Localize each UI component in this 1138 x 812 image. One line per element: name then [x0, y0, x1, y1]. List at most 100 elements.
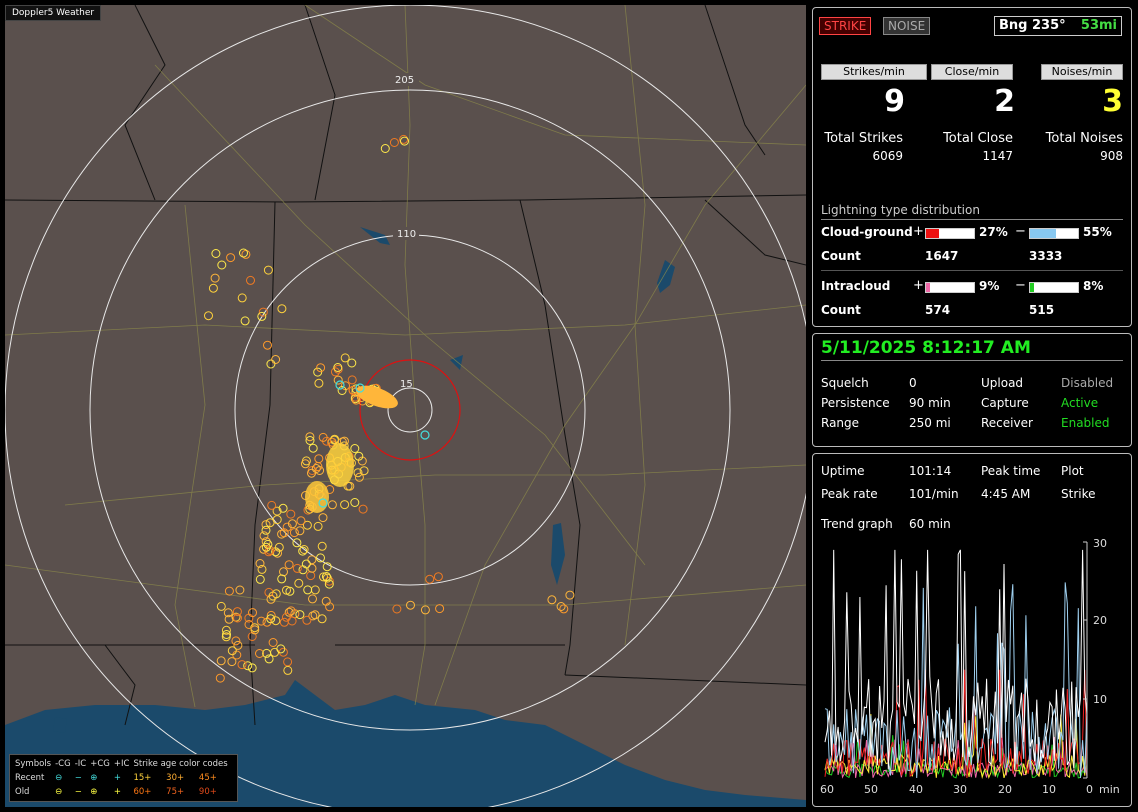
- close-per-min-value: 2: [994, 84, 1015, 119]
- legend-old-label: Old: [15, 787, 30, 797]
- strike-marker: [263, 340, 272, 350]
- close-per-min-header[interactable]: Close/min: [931, 64, 1013, 80]
- x-tick-label: 60: [820, 783, 834, 796]
- strike-marker: [284, 607, 294, 617]
- strike-marker: [316, 553, 325, 563]
- strike-marker: [322, 573, 332, 583]
- strike-marker: [262, 648, 272, 658]
- strike-marker: [380, 144, 390, 153]
- strike-marker: [257, 564, 267, 574]
- cg-negative-percent: 55%: [1083, 225, 1112, 239]
- strike-marker: [232, 607, 242, 617]
- strike-marker: [433, 572, 443, 582]
- legend-head: -IC: [74, 759, 87, 769]
- recent-strike-marker: [420, 430, 430, 440]
- plot-value[interactable]: Strike: [1061, 487, 1096, 501]
- noise-toggle-button[interactable]: NOISE: [883, 17, 931, 35]
- strikes-per-min-header[interactable]: Strikes/min: [821, 64, 927, 80]
- strike-marker: [281, 612, 291, 622]
- noises-per-min-value: 3: [1102, 84, 1123, 119]
- strike-marker: [287, 616, 297, 626]
- strike-marker: [333, 363, 343, 372]
- noises-per-min-header[interactable]: Noises/min: [1041, 64, 1123, 80]
- close-range-ring: [359, 359, 461, 461]
- strike-marker: [284, 560, 294, 570]
- strike-marker: [311, 464, 321, 473]
- strike-marker: [327, 437, 336, 447]
- strike-marker: [258, 307, 268, 317]
- receiver-status: Enabled: [1061, 416, 1110, 430]
- strike-marker: [261, 525, 271, 535]
- strike-marker: [420, 605, 430, 615]
- strike-marker: [307, 555, 317, 565]
- strike-marker: [306, 571, 316, 581]
- strike-marker: [286, 606, 296, 616]
- symbol-legend: Symbols -CG -IC +CG +IC Strike age color…: [9, 754, 238, 802]
- total-noises-label: Total Noises: [1045, 131, 1123, 146]
- legend-symbols-label: Symbols: [15, 759, 52, 769]
- strike-marker: [268, 591, 278, 601]
- radar-map[interactable]: 205 110 15 Doppler5 Weather Symbols -CG …: [5, 5, 806, 807]
- strike-marker: [247, 663, 257, 673]
- strike-toggle-button[interactable]: STRIKE: [819, 17, 872, 35]
- upload-label: Upload: [981, 376, 1024, 390]
- strike-marker: [263, 539, 273, 549]
- ic-negative-bar: [1029, 282, 1079, 293]
- strike-marker: [259, 531, 269, 541]
- strike-marker: [231, 612, 241, 622]
- strike-marker: [287, 519, 297, 529]
- map-canvas[interactable]: 205 110 15: [5, 5, 806, 807]
- strike-marker: [271, 616, 281, 626]
- strike-marker: [226, 253, 236, 263]
- strike-marker: [216, 656, 226, 666]
- strike-marker: [256, 616, 266, 626]
- strike-marker: [264, 547, 274, 557]
- strike-marker: [359, 466, 369, 476]
- strike-trace: [824, 549, 1088, 770]
- strike-marker: [340, 353, 350, 363]
- strike-marker: [322, 562, 332, 572]
- strike-marker: [247, 632, 257, 641]
- strike-marker: [265, 518, 275, 528]
- divider: [821, 219, 1123, 220]
- strike-marker: [231, 636, 241, 646]
- upload-status: Disabled: [1061, 376, 1114, 390]
- persistence-value: 90 min: [909, 396, 951, 410]
- strike-marker: [255, 649, 264, 658]
- strike-marker: [204, 311, 213, 321]
- age-code: 90+: [198, 787, 217, 797]
- divider: [821, 360, 1123, 361]
- strike-marker: [302, 520, 312, 530]
- strike-marker: [556, 602, 566, 611]
- strike-marker: [266, 614, 276, 624]
- strike-marker: [308, 611, 318, 621]
- strike-marker: [237, 293, 247, 303]
- ic-negative-count: 515: [1029, 303, 1055, 317]
- strike-marker: [399, 134, 409, 144]
- ring-label-15: 15: [400, 379, 413, 390]
- strike-marker: [318, 432, 328, 442]
- y-tick-label: 10: [1093, 693, 1107, 706]
- strike-marker: [264, 654, 274, 664]
- age-code: 45+: [198, 773, 217, 783]
- strike-marker: [425, 574, 435, 584]
- strike-marker: [350, 444, 360, 453]
- strike-marker: [211, 249, 221, 258]
- pos-cg-circle-icon: ⊕: [90, 773, 98, 783]
- strike-marker: [337, 386, 347, 395]
- strike-marker: [389, 138, 399, 147]
- strike-marker: [317, 541, 327, 551]
- strike-marker: [279, 617, 289, 627]
- strike-marker: [272, 506, 282, 516]
- capture-label: Capture: [981, 396, 1029, 410]
- strike-marker: [314, 378, 324, 388]
- strike-marker: [227, 646, 237, 656]
- strike-marker: [224, 614, 234, 624]
- strike-marker: [217, 260, 227, 270]
- cg-positive-bar: [925, 228, 975, 239]
- plus-sign: +: [913, 224, 924, 239]
- strike-marker: [267, 500, 277, 510]
- strike-marker: [277, 304, 287, 314]
- strike-marker: [282, 522, 292, 532]
- strike-marker: [261, 520, 271, 530]
